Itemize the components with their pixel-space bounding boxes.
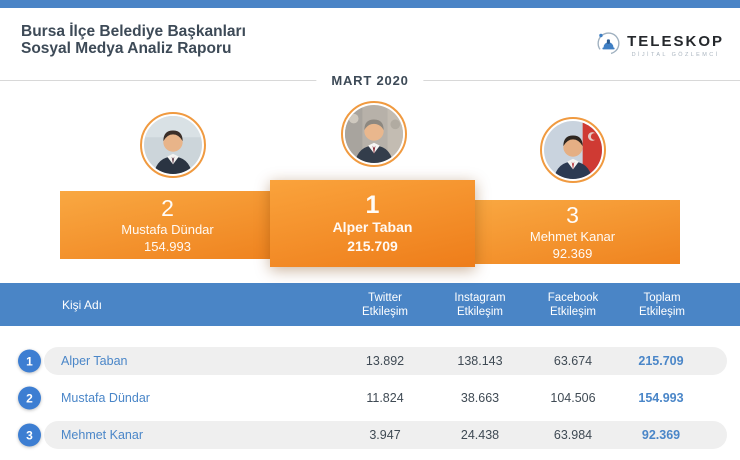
- table-row: 1 Alper Taban 13.892 138.143 63.674 215.…: [18, 347, 727, 375]
- person-photo-icon: [345, 105, 403, 163]
- row-person-name: Mustafa Dündar: [61, 391, 150, 405]
- podium-name: Mustafa Dündar: [121, 222, 214, 237]
- podium-second-place: 2 Mustafa Dündar 154.993: [60, 191, 275, 259]
- row-twitter-value: 13.892: [365, 354, 405, 368]
- column-header-twitter: Twitter Etkileşim: [340, 283, 430, 326]
- podium-total: 92.369: [552, 246, 593, 261]
- page-title: Bursa İlçe Belediye Başkanları Sosyal Me…: [21, 23, 246, 57]
- rank-badge: 1: [18, 349, 41, 373]
- row-facebook-value: 63.984: [553, 428, 593, 442]
- row-twitter-value: 11.824: [366, 391, 404, 405]
- row-total-value: 92.369: [641, 428, 681, 442]
- podium-rank: 3: [566, 202, 579, 228]
- person-photo-icon: [544, 121, 602, 179]
- column-header-label: Etkileşim: [549, 305, 596, 318]
- person-photo-icon: [144, 116, 202, 174]
- row-facebook-value: 63.674: [553, 354, 593, 368]
- teleskop-logo-icon: [595, 29, 622, 56]
- podium-total: 154.993: [144, 239, 191, 254]
- brand-tagline: DİJİTAL GÖZLEMCİ: [631, 52, 720, 58]
- row-person-name: Alper Taban: [61, 354, 128, 368]
- column-header-instagram: Instagram Etkileşim: [435, 283, 525, 326]
- podium-name: Mehmet Kanar: [529, 229, 616, 244]
- row-instagram-value: 38.663: [460, 391, 500, 405]
- table-row: 3 Mehmet Kanar 3.947 24.438 63.984 92.36…: [18, 421, 727, 449]
- podium-first-place: 1 Alper Taban 215.709: [270, 180, 475, 267]
- table-header: Kişi Adı Twitter Etkileşim Instagram Etk…: [0, 283, 740, 326]
- row-person-name: Mehmet Kanar: [61, 428, 143, 442]
- report-period-label: MART 2020: [316, 73, 424, 88]
- row-instagram-value: 24.438: [460, 428, 500, 442]
- column-header-label: Twitter: [368, 291, 402, 304]
- row-twitter-value: 3.947: [369, 428, 401, 442]
- podium-total: 215.709: [347, 237, 398, 254]
- row-total-value: 215.709: [638, 354, 684, 368]
- row-instagram-value: 138.143: [457, 354, 503, 368]
- podium-rank: 1: [365, 190, 380, 219]
- brand-logo: TELESKOP DİJİTAL GÖZLEMCİ: [595, 29, 724, 58]
- brand-text: TELESKOP DİJİTAL GÖZLEMCİ: [627, 29, 724, 58]
- table-row: 2 Mustafa Dündar 11.824 38.663 104.506 1…: [18, 384, 727, 412]
- column-header-label: Etkileşim: [456, 305, 503, 318]
- column-header-toplam: Toplam Etkileşim: [616, 283, 708, 326]
- column-header-label: Kişi Adı: [62, 297, 103, 312]
- page-title-line2: Sosyal Medya Analiz Raporu: [21, 40, 232, 57]
- page-title-line1: Bursa İlçe Belediye Başkanları: [21, 23, 246, 40]
- podium-rank: 2: [161, 195, 174, 221]
- column-header-label: Facebook: [547, 291, 599, 304]
- top-accent-bar: [0, 0, 740, 8]
- column-header-label: Etkileşim: [638, 305, 685, 318]
- brand-name: TELESKOP: [627, 33, 724, 50]
- column-header-label: Instagram: [454, 291, 506, 304]
- avatar-mustafa-dundar: [140, 112, 206, 178]
- column-header-facebook: Facebook Etkileşim: [527, 283, 619, 326]
- avatar-alper-taban: [341, 101, 407, 167]
- row-facebook-value: 104.506: [550, 391, 596, 405]
- column-header-kisi-adi: Kişi Adı: [62, 283, 102, 326]
- avatar-mehmet-kanar: [540, 117, 606, 183]
- podium-third-place: 3 Mehmet Kanar 92.369: [465, 200, 680, 264]
- row-total-value: 154.993: [638, 391, 684, 405]
- rank-badge: 2: [18, 386, 41, 410]
- rank-badge: 3: [18, 423, 41, 447]
- column-header-label: Toplam: [643, 291, 681, 304]
- column-header-label: Etkileşim: [361, 305, 408, 318]
- podium-name: Alper Taban: [332, 218, 413, 235]
